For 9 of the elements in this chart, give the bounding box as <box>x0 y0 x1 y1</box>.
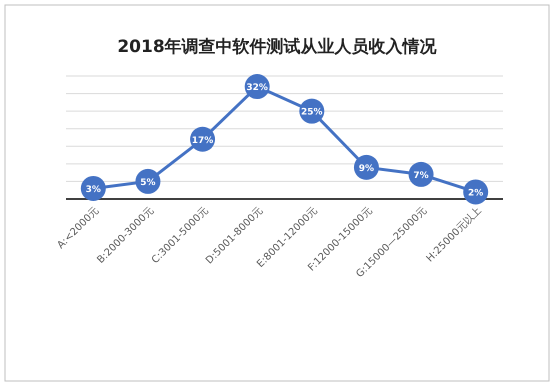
data-label: 32% <box>246 83 268 94</box>
data-label: 2% <box>468 188 484 198</box>
data-label: 25% <box>301 108 323 118</box>
data-label: 17% <box>192 136 214 146</box>
data-label: 5% <box>140 178 156 188</box>
chart-title: 2018年调查中软件测试从业人员收入情况 <box>117 37 438 57</box>
data-label: 7% <box>413 170 429 181</box>
data-label: 3% <box>86 184 101 195</box>
data-label: 9% <box>358 164 374 174</box>
